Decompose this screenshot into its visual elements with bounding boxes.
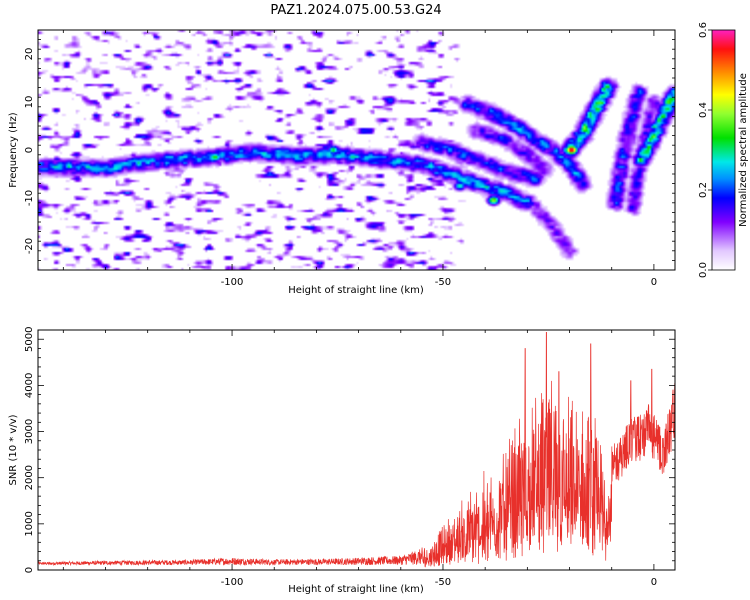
spectrogram-ytick-label: -10 — [24, 190, 35, 206]
snr-xtick-label: -50 — [435, 577, 451, 588]
spectrogram-ytick-label: -20 — [24, 238, 35, 254]
snr-frame — [37, 329, 676, 571]
colorbar-tick-label: 0.0 — [698, 262, 709, 278]
snr-ytick-label: 3000 — [24, 419, 35, 444]
snr-plot: -100 -50 0 0 1000 2000 3000 4000 5000 Height of … — [8, 327, 676, 595]
figure-title: PAZ1.2024.075.00.53.G24 — [270, 3, 441, 18]
snr-ytick-label: 1000 — [24, 511, 35, 536]
colorbar-tick-label: 0.4 — [698, 102, 709, 118]
spectrogram-frame — [37, 29, 676, 271]
snr-ticks: -100 -50 0 0 1000 2000 3000 4000 5000 — [24, 327, 675, 588]
colorbar-gradient — [712, 30, 735, 270]
spectrogram-ytick-label: 0 — [24, 147, 35, 153]
colorbar: 0.0 0.2 0.4 0.6 Normalized spectral amplitu… — [698, 22, 749, 278]
snr-ytick-label: 0 — [24, 567, 35, 573]
snr-ylabel: SNR (10 * v/v) — [8, 414, 19, 485]
colorbar-tick-label: 0.6 — [698, 22, 709, 38]
snr-xlabel: Height of straight line (km) — [288, 584, 424, 595]
colorbar-tick-label: 0.2 — [698, 182, 709, 198]
spectrogram-xtick-label: -50 — [435, 277, 451, 288]
snr-xtick-label: 0 — [651, 577, 657, 588]
colorbar-ticks: 0.0 0.2 0.4 0.6 — [698, 22, 712, 278]
snr-ytick-label: 2000 — [24, 465, 35, 490]
snr-ytick-label: 5000 — [24, 327, 35, 352]
colorbar-frame — [711, 29, 736, 271]
snr-ytick-label: 4000 — [24, 373, 35, 398]
spectrogram-xtick-label: 0 — [651, 277, 657, 288]
spectrogram-xtick-label: -100 — [221, 277, 244, 288]
spectrogram-ytick-label: 10 — [24, 96, 35, 109]
spectrogram-ylabel: Frequency (Hz) — [8, 112, 19, 188]
spectrogram-ytick-label: 20 — [24, 48, 35, 61]
spectrogram-xlabel: Height of straight line (km) — [288, 285, 424, 296]
spectrogram-image — [38, 30, 675, 270]
colorbar-label: Normalized spectral amplitude — [738, 73, 749, 227]
snr-xtick-label: -100 — [221, 577, 244, 588]
snr-series-line — [38, 331, 675, 568]
